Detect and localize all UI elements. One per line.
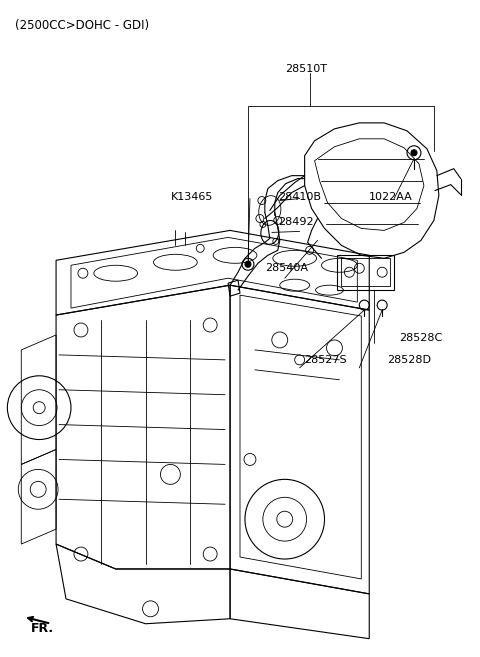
Circle shape [411,150,417,156]
Text: (2500CC>DOHC - GDI): (2500CC>DOHC - GDI) [15,19,149,32]
Text: 28540A: 28540A [265,263,308,273]
Text: 28510T: 28510T [285,64,327,74]
Text: 1022AA: 1022AA [369,192,413,202]
Text: 28410B: 28410B [278,192,321,202]
Circle shape [245,261,251,267]
Text: 28528C: 28528C [399,333,443,343]
Text: 28527S: 28527S [305,355,347,365]
Text: 28528D: 28528D [387,355,431,365]
Text: 28492: 28492 [278,217,313,227]
Text: K13465: K13465 [170,192,213,202]
Text: FR.: FR. [31,622,54,635]
